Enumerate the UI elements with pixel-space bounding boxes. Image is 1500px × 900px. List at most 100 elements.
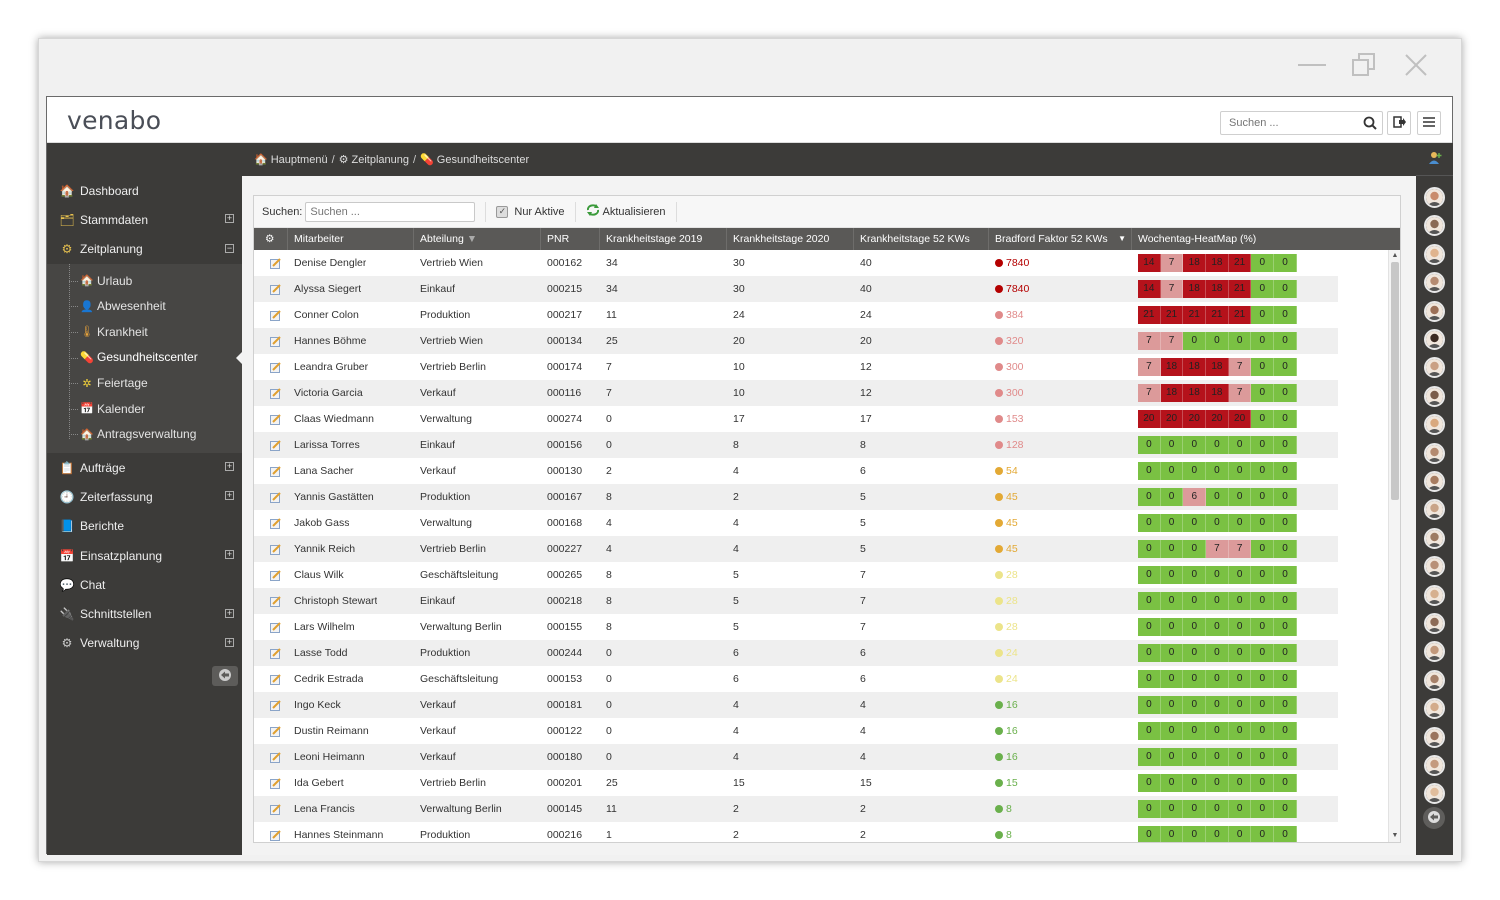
- table-row[interactable]: Yannis Gastätten Produktion 000167 8 2 5 45 0 0 6…: [254, 484, 1338, 510]
- scroll-up-icon[interactable]: ▲: [1391, 252, 1399, 259]
- edit-icon[interactable]: [270, 726, 281, 737]
- avatar[interactable]: [1424, 499, 1445, 521]
- sidebar-item-einsatzplanung[interactable]: 📅 Einsatzplanung +: [47, 541, 242, 570]
- sidebar-item-schnittstellen[interactable]: 🔌 Schnittstellen +: [47, 600, 242, 629]
- edit-icon[interactable]: [270, 492, 281, 503]
- table-row[interactable]: Alyssa Siegert Einkauf 000215 34 30 40 7840 14 7…: [254, 276, 1338, 302]
- edit-icon[interactable]: [270, 362, 281, 373]
- avatar[interactable]: [1424, 556, 1445, 578]
- sidebar-item-zeiterfassung[interactable]: 🕘 Zeiterfassung +: [47, 482, 242, 511]
- column-header-pnr[interactable]: PNR: [541, 228, 600, 250]
- table-row[interactable]: Yannik Reich Vertrieb Berlin 000227 4 4 5 45 0 0…: [254, 536, 1338, 562]
- avatar[interactable]: [1424, 243, 1445, 265]
- avatar[interactable]: [1424, 613, 1445, 634]
- scroll-down-icon[interactable]: ▼: [1391, 832, 1399, 839]
- table-row[interactable]: Jakob Gass Verwaltung 000168 4 4 5 45 0 0 0 0 0 0 0: [254, 510, 1338, 536]
- avatar[interactable]: [1424, 698, 1445, 720]
- edit-icon[interactable]: [270, 596, 281, 607]
- menu-button[interactable]: [1417, 111, 1441, 135]
- avatar[interactable]: [1424, 329, 1445, 350]
- sidebar-item-dashboard[interactable]: 🏠 Dashboard: [47, 176, 242, 205]
- avatar[interactable]: [1424, 442, 1445, 464]
- table-scrollbar[interactable]: ▲ ▼: [1388, 250, 1400, 842]
- table-row[interactable]: Leandra Gruber Vertrieb Berlin 000174 7 10 12…: [254, 354, 1338, 380]
- submenu-item-abwesenheit[interactable]: 👤 Abwesenheit: [47, 293, 242, 319]
- avatar[interactable]: [1424, 300, 1445, 322]
- grid-search-input[interactable]: [305, 201, 476, 222]
- search-icon[interactable]: [1363, 116, 1377, 133]
- edit-icon[interactable]: [270, 336, 281, 347]
- table-row[interactable]: Leoni Heimann Verkauf 000180 0 4 4 16 0 0 0 0 0 0 0: [254, 744, 1338, 770]
- edit-icon[interactable]: [270, 570, 281, 581]
- column-header-krankheitstage-52kws[interactable]: Krankheitstage 52 KWs: [854, 228, 989, 250]
- column-header-krankheitstage-2020[interactable]: Krankheitstage 2020: [727, 228, 854, 250]
- edit-icon[interactable]: [270, 466, 281, 477]
- add-contact-icon[interactable]: [1428, 151, 1442, 168]
- sidebar-item-aufträge[interactable]: 📋 Aufträge +: [47, 453, 242, 482]
- sidebar-item-berichte[interactable]: 📘 Berichte: [47, 512, 242, 541]
- edit-icon[interactable]: [270, 700, 281, 711]
- column-header-mitarbeiter[interactable]: Mitarbeiter: [288, 228, 414, 250]
- avatar[interactable]: [1424, 527, 1445, 549]
- avatar[interactable]: [1424, 385, 1445, 407]
- column-header-abteilung[interactable]: Abteilung ▼: [414, 228, 541, 250]
- avatar[interactable]: [1424, 414, 1445, 436]
- edit-icon[interactable]: [270, 518, 281, 529]
- edit-icon[interactable]: [270, 804, 281, 815]
- submenu-item-kalender[interactable]: 📅 Kalender: [47, 396, 242, 422]
- column-header-bradford-faktor[interactable]: Bradford Faktor 52 KWs ▼: [989, 228, 1132, 250]
- avatar[interactable]: [1424, 272, 1445, 294]
- expand-icon[interactable]: +: [225, 213, 234, 224]
- table-row[interactable]: Dustin Reimann Verkauf 000122 0 4 4 16 0 0 0 0 0 0 0: [254, 718, 1338, 744]
- contacts-collapse-button[interactable]: [1423, 807, 1445, 829]
- table-row[interactable]: Larissa Torres Einkauf 000156 0 8 8 128 0 0 0 0 0 0 0: [254, 432, 1338, 458]
- edit-icon[interactable]: [270, 310, 281, 321]
- global-search[interactable]: [1220, 111, 1383, 135]
- edit-icon[interactable]: [270, 622, 281, 633]
- table-row[interactable]: Victoria Garcia Verkauf 000116 7 10 12 300 7 18 1…: [254, 380, 1338, 406]
- submenu-item-gesundheitscenter[interactable]: 💊 Gesundheitscenter: [47, 345, 242, 371]
- edit-icon[interactable]: [270, 388, 281, 399]
- avatar[interactable]: [1424, 187, 1445, 208]
- edit-icon[interactable]: [270, 544, 281, 555]
- table-row[interactable]: Cedrik Estrada Geschäftsleitung 000153 0 6 6 2…: [254, 666, 1338, 692]
- avatar[interactable]: [1424, 669, 1445, 691]
- sidebar-item-zeitplanung[interactable]: ⚙ Zeitplanung −: [47, 235, 242, 264]
- logout-button[interactable]: [1387, 111, 1411, 135]
- table-row[interactable]: Denise Dengler Vertrieb Wien 000162 34 30 40 7…: [254, 250, 1338, 276]
- restore-icon[interactable]: [1349, 51, 1379, 79]
- sort-desc-icon[interactable]: ▼: [1118, 234, 1126, 243]
- submenu-item-feiertage[interactable]: ✲ Feiertage: [47, 370, 242, 396]
- avatar[interactable]: [1424, 641, 1445, 663]
- expand-icon[interactable]: +: [225, 461, 234, 472]
- submenu-item-antragsverwaltung[interactable]: 🏠 Antragsverwaltung: [47, 421, 242, 447]
- filter-icon[interactable]: ▼: [466, 233, 478, 245]
- column-header-heatmap[interactable]: Wochentag-HeatMap (%): [1138, 233, 1257, 245]
- table-row[interactable]: Ingo Keck Verkauf 000181 0 4 4 16 0 0 0 0 0 0 0: [254, 692, 1338, 718]
- avatar[interactable]: [1424, 783, 1445, 805]
- table-row[interactable]: Hannes Steinmann Produktion 000216 1 2 2 8 0 0 0 0…: [254, 822, 1338, 842]
- breadcrumb-item-zeitplanung[interactable]: ⚙ Zeitplanung: [338, 153, 410, 167]
- minimize-icon[interactable]: [1297, 51, 1327, 79]
- table-row[interactable]: Claas Wiedmann Verwaltung 000274 0 17 17 153 20…: [254, 406, 1338, 432]
- global-search-input[interactable]: [1221, 112, 1351, 134]
- scrollbar-thumb[interactable]: [1391, 262, 1399, 500]
- breadcrumb-item-hauptmenu[interactable]: 🏠 Hauptmenü: [254, 153, 328, 167]
- column-settings-icon[interactable]: ⚙: [254, 228, 288, 250]
- expand-icon[interactable]: +: [225, 636, 234, 647]
- edit-icon[interactable]: [270, 830, 281, 841]
- submenu-item-urlaub[interactable]: 🏠 Urlaub: [47, 268, 242, 294]
- table-row[interactable]: Hannes Böhme Vertrieb Wien 000134 25 20 20 320…: [254, 328, 1338, 354]
- edit-icon[interactable]: [270, 752, 281, 763]
- edit-icon[interactable]: [270, 778, 281, 789]
- table-row[interactable]: Claus Wilk Geschäftsleitung 000265 8 5 7 28 0 0 0…: [254, 562, 1338, 588]
- edit-icon[interactable]: [270, 648, 281, 659]
- column-header-krankheitstage-2019[interactable]: Krankheitstage 2019: [600, 228, 727, 250]
- only-active-checkbox[interactable]: ✓: [496, 205, 509, 218]
- avatar[interactable]: [1424, 726, 1445, 748]
- edit-icon[interactable]: [270, 440, 281, 451]
- avatar[interactable]: [1424, 357, 1445, 379]
- edit-icon[interactable]: [270, 284, 281, 295]
- sidebar-collapse-button[interactable]: [212, 666, 238, 686]
- table-row[interactable]: Lana Sacher Verkauf 000130 2 4 6 54 0 0 0 0 0 0 0: [254, 458, 1338, 484]
